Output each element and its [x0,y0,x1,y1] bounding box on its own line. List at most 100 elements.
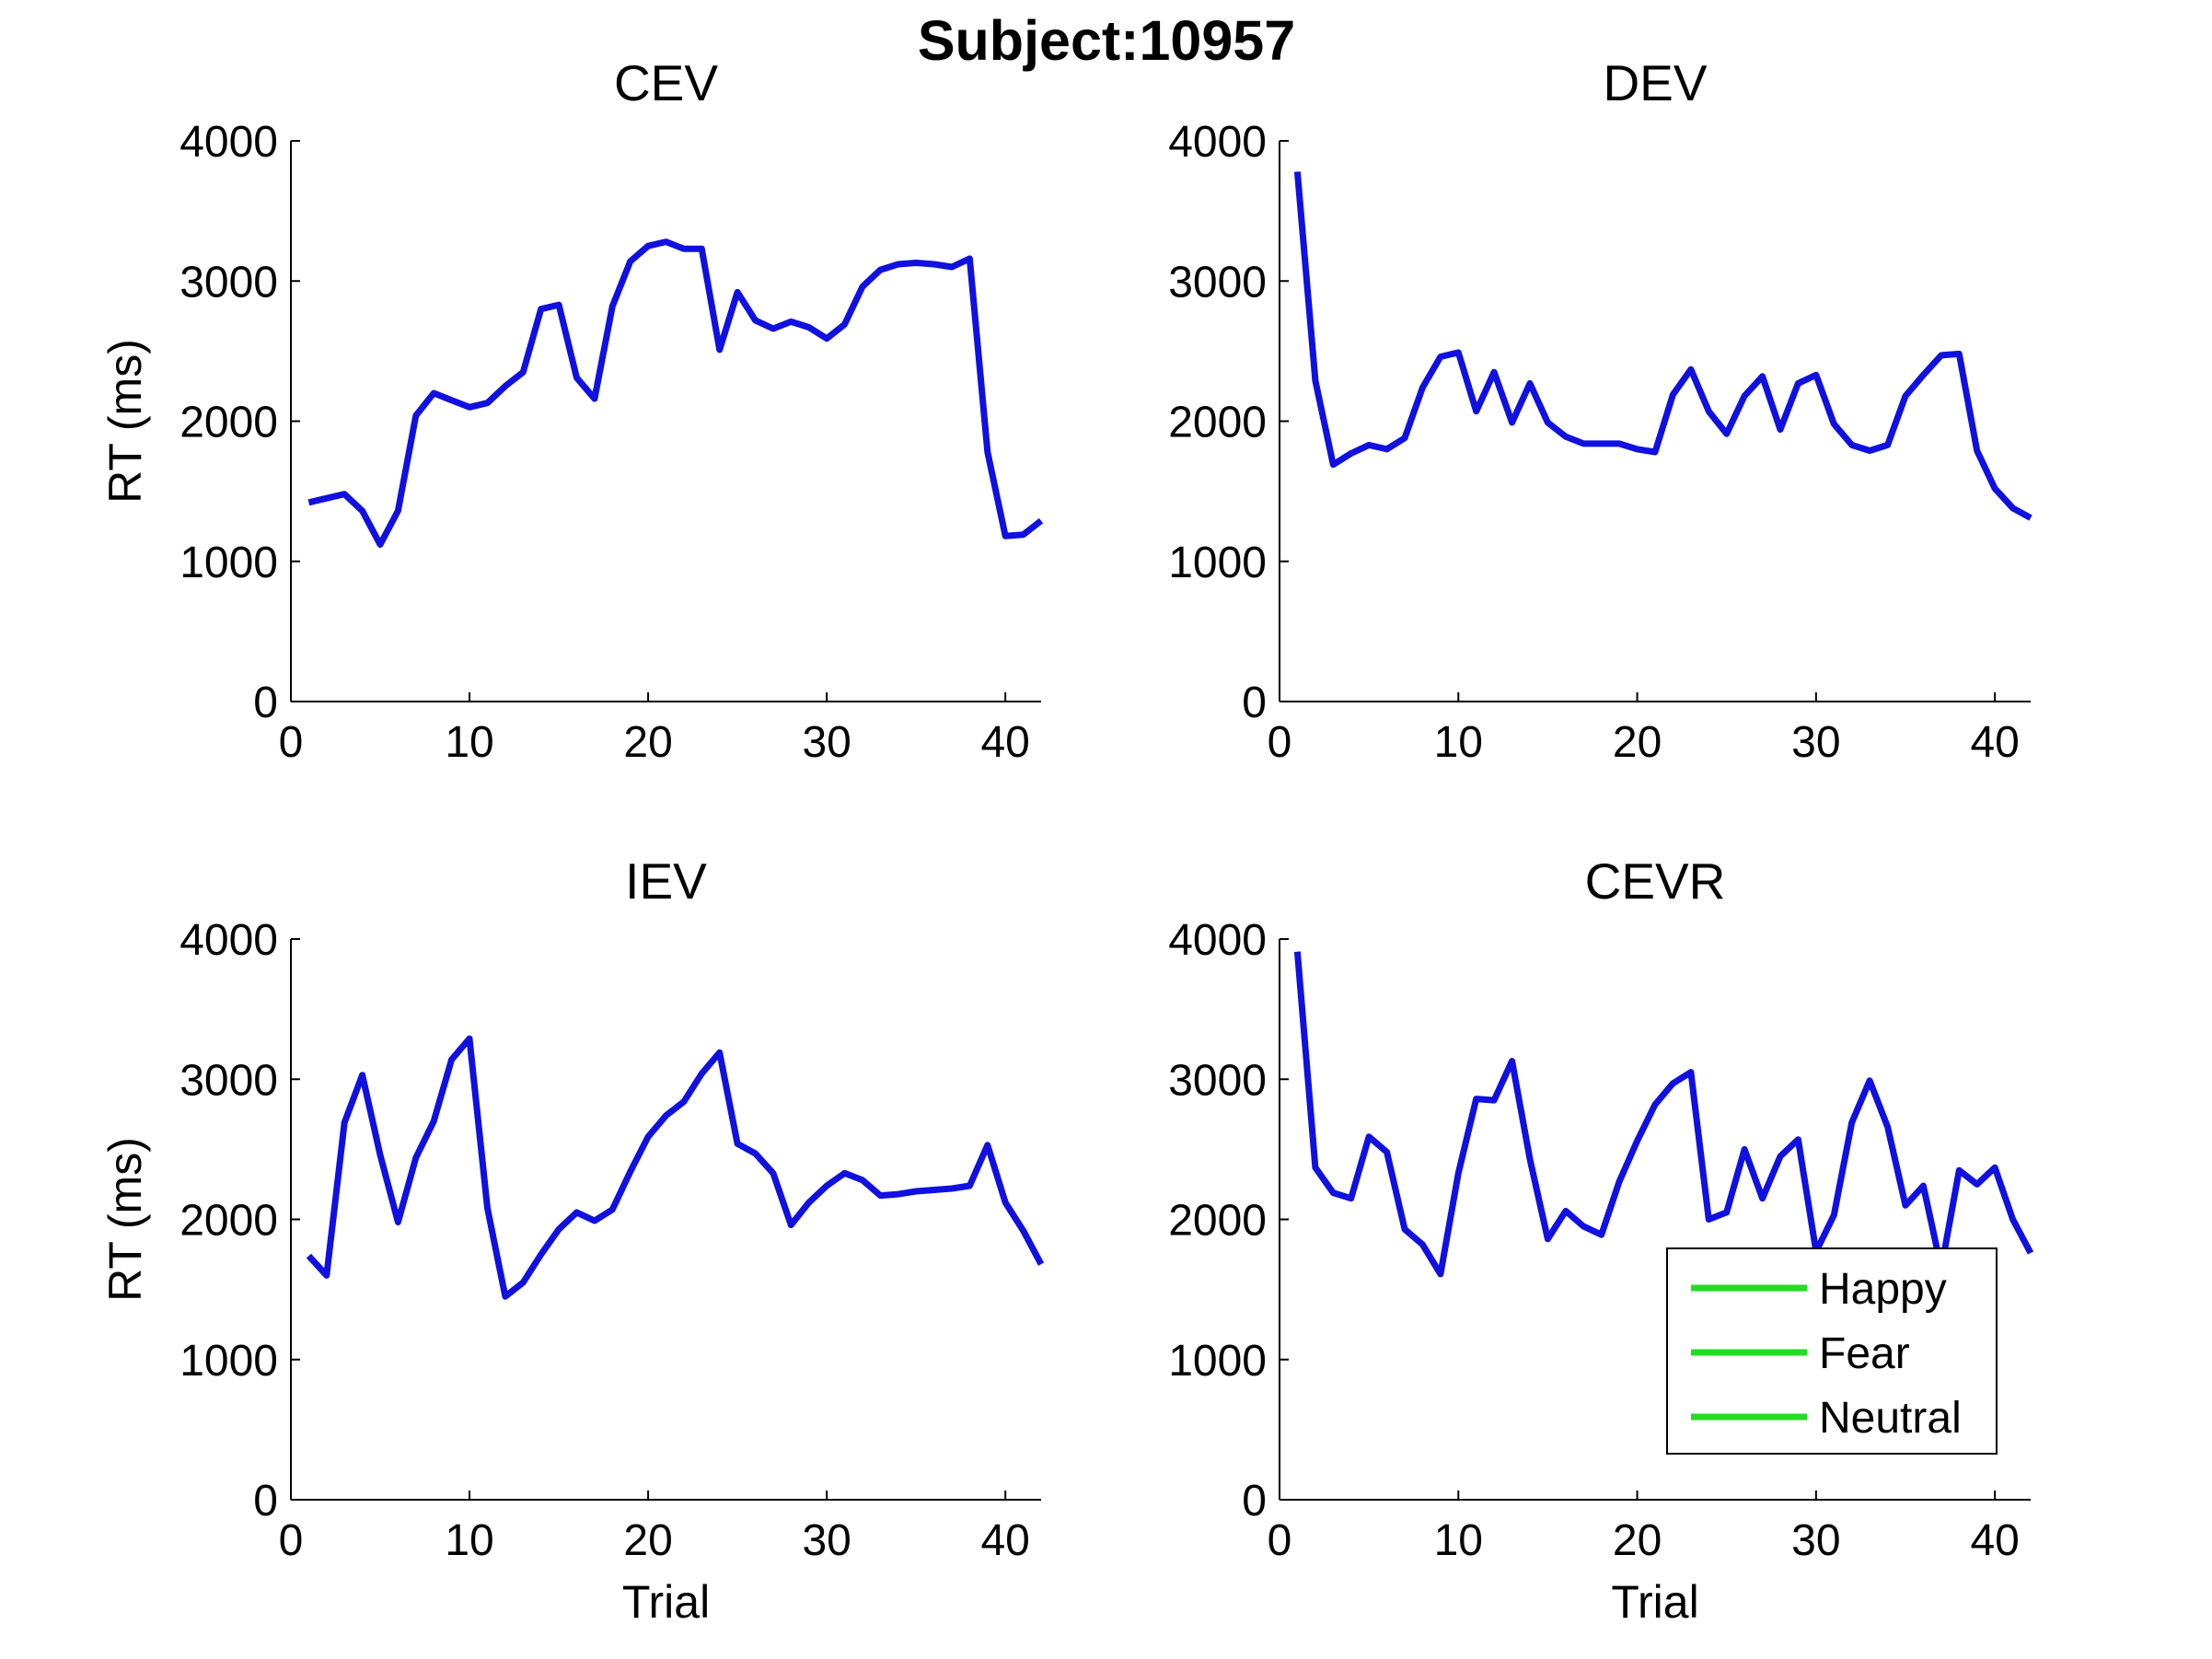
data-point [1726,434,1727,435]
data-point [1780,1155,1781,1156]
data-point [594,399,595,400]
data-point [504,386,505,387]
data-point [451,1059,452,1060]
data-point [1565,436,1566,437]
y-tick-label: 1000 [180,1337,278,1386]
data-point [326,1275,327,1276]
data-point [1476,1098,1477,1099]
data-point [1601,1235,1602,1236]
data-point [719,1052,720,1053]
data-point [559,305,560,306]
data-point [594,1221,595,1222]
x-tick-label: 20 [1613,718,1662,767]
data-point [1041,520,1042,521]
y-tick-label: 2000 [180,1197,278,1246]
data-point [630,1171,631,1172]
data-point [1494,1100,1495,1101]
y-tick-label: 3000 [180,258,278,307]
data-point [415,1157,416,1158]
data-point [1744,1149,1745,1150]
data-point [1386,1152,1387,1153]
data-point [576,377,577,378]
subplot-dev: DEV 0 10 20 30 40 0 1000 2000 3000 4000 [1168,54,2032,767]
x-tick-label: 10 [1434,1516,1483,1565]
data-point [1583,1226,1584,1227]
data-point [880,270,881,271]
data-point [969,1185,970,1186]
data-point [1405,1229,1406,1230]
data-point [612,1209,613,1210]
data-point [933,263,934,264]
data-point [755,319,756,320]
x-tick-label: 20 [1613,1516,1662,1565]
data-point [791,321,792,322]
data-point [1476,411,1477,412]
x-tick-label: 10 [445,718,493,767]
subplot-cevr: CEVR 0 10 20 30 40 0 1000 2000 3000 4000 Trial Happy… [1168,853,2034,1628]
data-point [1887,1127,1888,1128]
subplot-title: CEVR [1585,853,1726,910]
data-point [755,1153,756,1154]
data-point [487,1208,488,1209]
y-tick-label: 0 [1242,1477,1267,1526]
data-point [1744,396,1745,397]
data-point [772,329,773,330]
data-point [1637,1141,1638,1142]
x-tick-label: 0 [1268,1516,1292,1565]
data-point [380,544,381,545]
data-point [772,1173,773,1174]
x-tick-label: 40 [1970,718,2019,767]
y-tick-label: 1000 [1168,539,1267,587]
data-point [1905,1205,1906,1206]
data-point [1923,1185,1924,1186]
x-tick-label: 30 [1791,1516,1840,1565]
legend-entry: Fear [1819,1329,1910,1378]
data-point [1762,1198,1763,1199]
data-point [1959,1170,1960,1171]
data-point [1314,1167,1315,1168]
y-tick-label: 3000 [180,1056,278,1105]
data-point [398,1222,399,1223]
data-point [1440,356,1441,357]
x-tick-label: 20 [623,1516,672,1565]
x-tick-label: 30 [1791,718,1840,767]
subplot-title: IEV [625,853,707,910]
data-point [1333,1192,1334,1193]
data-point [1583,443,1584,444]
x-tick-label: 10 [445,1516,493,1565]
data-point [880,1195,881,1196]
data-point [1023,1230,1024,1231]
series-line [1293,171,2032,521]
data-point [1798,383,1799,384]
data-point [415,415,416,416]
subplot-title: DEV [1603,54,1707,111]
data-point [1940,354,1941,355]
legend-entry: Happy [1819,1265,1947,1314]
data-point [1005,536,1006,537]
data-point [1297,951,1298,952]
data-point [1458,352,1459,353]
data-point [1815,375,1816,376]
data-point [951,267,952,268]
x-tick-label: 0 [279,1516,304,1565]
y-axis-label: RT (ms) [99,339,151,504]
legend: Happy Fear Neutral [1666,1247,1998,1455]
data-point [648,246,649,247]
data-point [719,349,720,350]
data-point [1995,488,1996,489]
data-point [1905,396,1906,397]
data-point [1494,372,1495,373]
data-point [1834,423,1835,424]
data-point [1530,383,1531,384]
data-point [2031,517,2032,518]
data-point [469,1038,470,1039]
data-point [1440,1273,1441,1274]
y-tick-label: 1000 [180,539,278,587]
x-tick-label: 30 [802,718,851,767]
data-point [844,1173,845,1174]
data-point [2012,1219,2013,1220]
data-point [1976,450,1977,451]
data-point [487,402,488,403]
data-point [827,1185,828,1186]
x-tick-label: 0 [1268,718,1292,767]
